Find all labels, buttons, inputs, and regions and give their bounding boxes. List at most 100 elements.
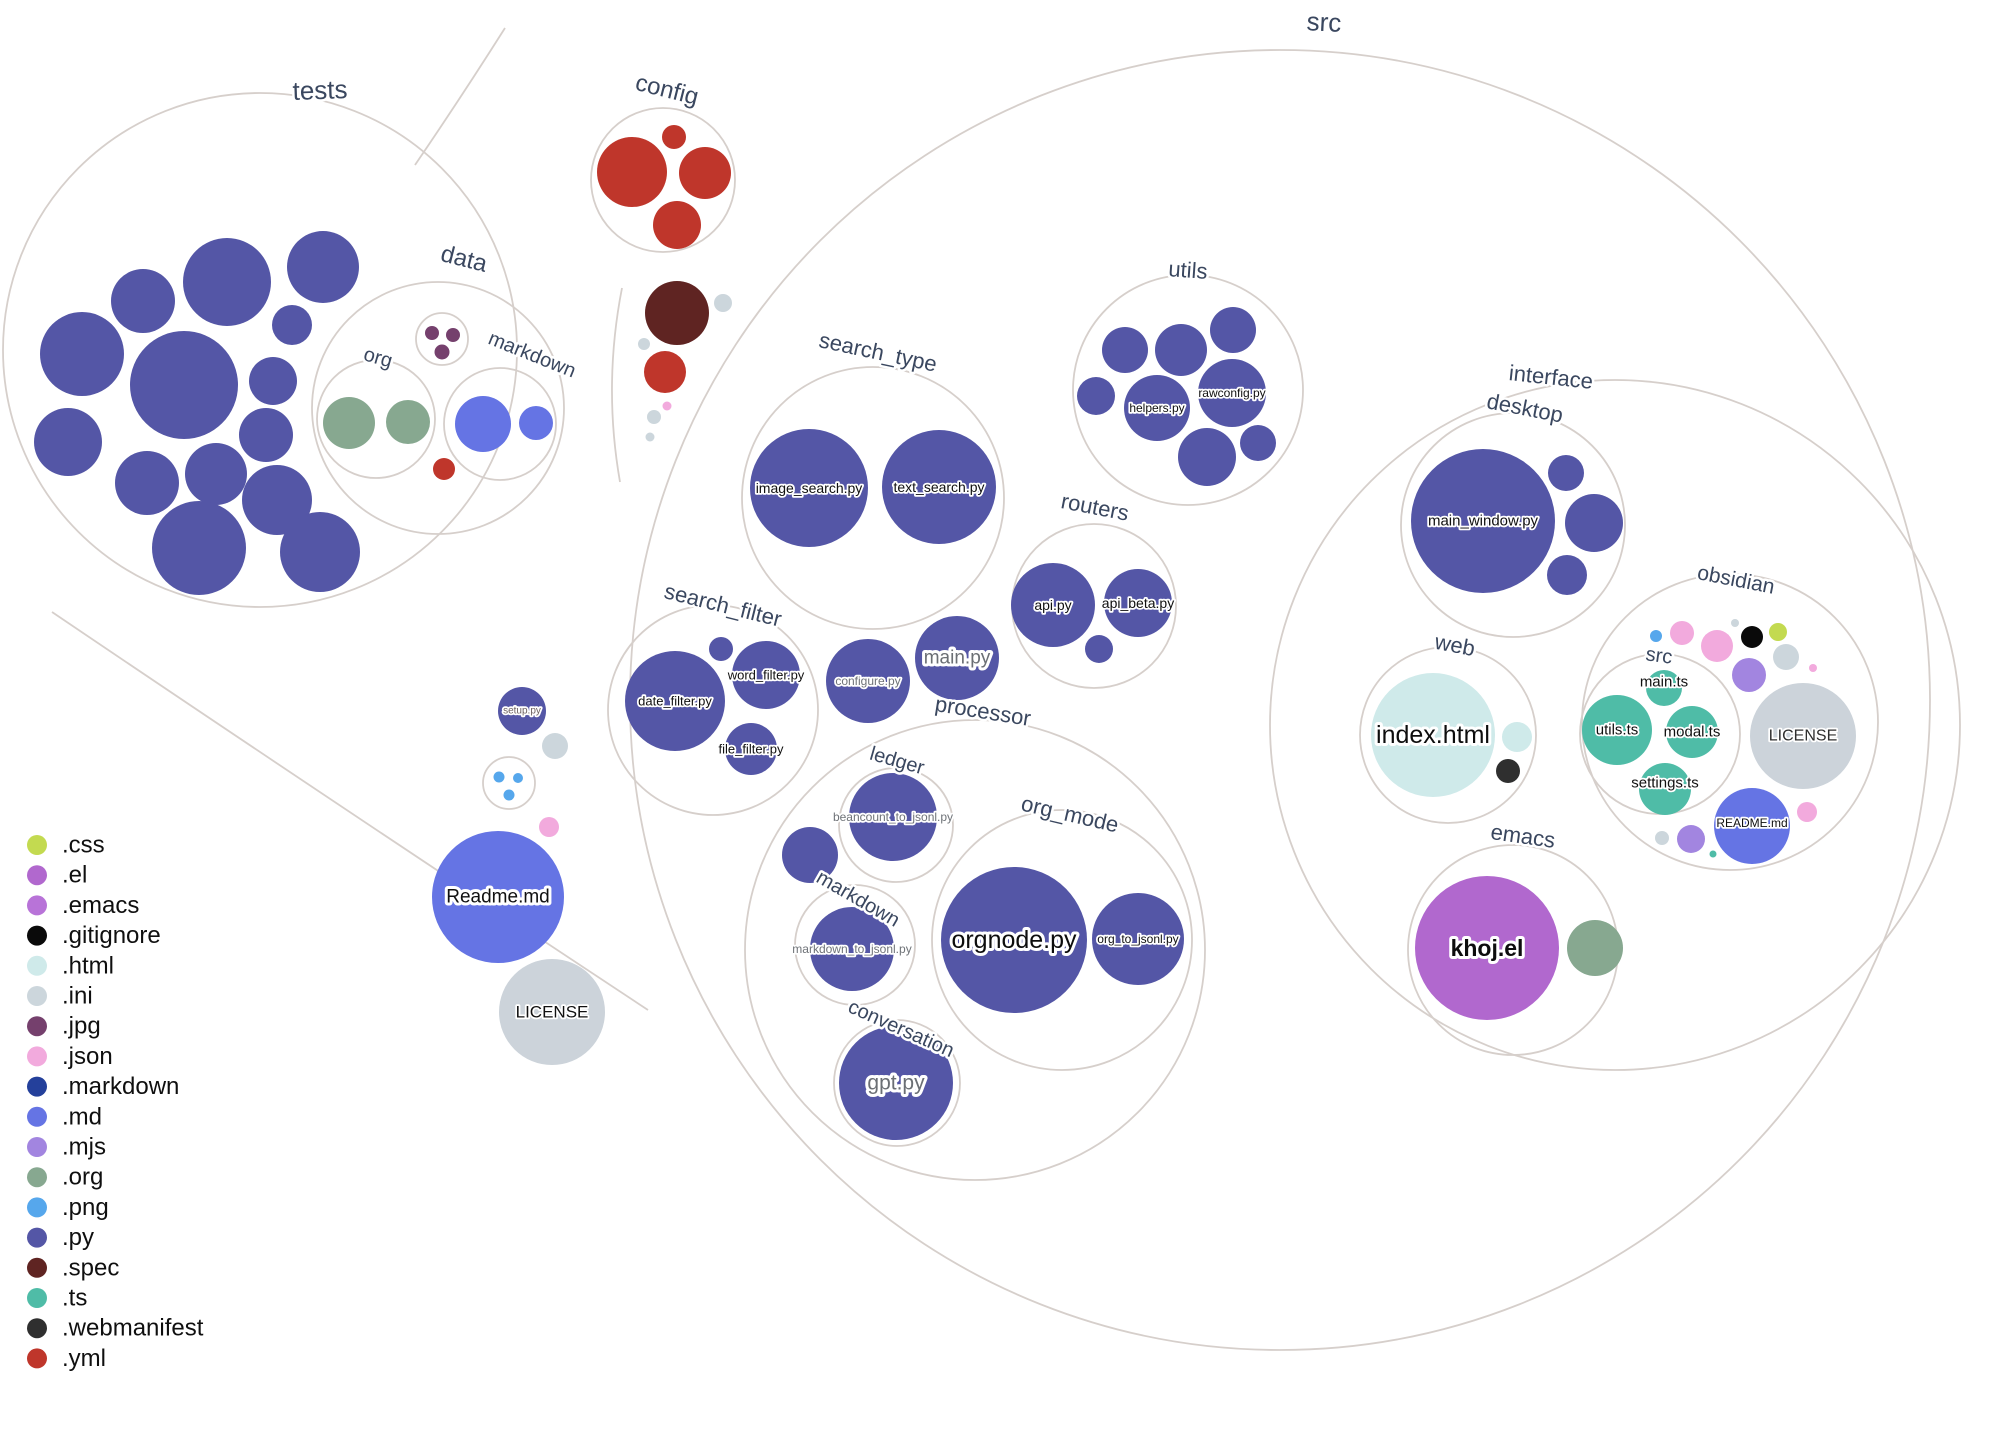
file-circle-rawconfig-py[interactable] <box>1198 359 1266 427</box>
file-circle-py-6[interactable] <box>249 357 297 405</box>
file-circle-spec-26[interactable] <box>645 281 709 345</box>
file-circle-py-58[interactable] <box>1178 428 1236 486</box>
folder-circle-obsidian[interactable] <box>1581 573 1879 871</box>
file-circle-py-51[interactable] <box>1085 635 1113 663</box>
folder-circle-utils[interactable] <box>1072 274 1304 506</box>
file-circle-json-91[interactable] <box>1797 802 1817 822</box>
file-circle-html-71[interactable] <box>1502 722 1532 752</box>
file-circle-ini-27[interactable] <box>714 294 732 312</box>
folder-circle-data-org[interactable] <box>316 359 436 479</box>
file-circle-setup-py[interactable] <box>498 687 546 735</box>
file-circle-py-5[interactable] <box>130 331 238 439</box>
file-circle-ini-76[interactable] <box>1731 619 1739 627</box>
file-circle-py-52[interactable] <box>1102 327 1148 373</box>
file-circle-png-36[interactable] <box>513 773 523 783</box>
file-circle-jpg-18[interactable] <box>425 326 439 340</box>
file-circle-ini-28[interactable] <box>638 338 650 350</box>
file-circle-png-73[interactable] <box>1650 630 1662 642</box>
folder-circle-processor[interactable] <box>744 719 1206 1181</box>
folder-circle-search_filter[interactable] <box>607 604 819 816</box>
folder-circle-png-group[interactable] <box>482 756 536 810</box>
folder-circle-ledger[interactable] <box>838 767 954 883</box>
file-circle-py-53[interactable] <box>1155 324 1207 376</box>
file-circle-py-7[interactable] <box>239 408 293 462</box>
file-circle-api-py[interactable] <box>1011 563 1095 647</box>
file-circle-py-55[interactable] <box>1077 377 1115 415</box>
file-circle-helpers-py[interactable] <box>1124 375 1190 441</box>
file-circle-py-11[interactable] <box>242 465 312 535</box>
file-circle-ini-32[interactable] <box>645 432 655 442</box>
folder-circle-conversation[interactable] <box>833 1019 961 1147</box>
file-circle-utils-ts[interactable] <box>1582 695 1652 765</box>
file-circle-py-67[interactable] <box>1548 455 1584 491</box>
file-circle-py-0[interactable] <box>183 238 271 326</box>
file-circle-py-4[interactable] <box>40 312 124 396</box>
file-circle-py-2[interactable] <box>111 269 175 333</box>
file-circle-py-54[interactable] <box>1210 307 1256 353</box>
file-circle-ini-34[interactable] <box>542 733 568 759</box>
file-circle-license[interactable] <box>499 959 605 1065</box>
file-circle-api-beta-py[interactable] <box>1104 569 1172 637</box>
file-circle-configure-py[interactable] <box>826 639 910 723</box>
file-circle-org-21[interactable] <box>323 397 375 449</box>
folder-circle-src[interactable] <box>629 49 1931 1351</box>
file-circle-ini-79[interactable] <box>1773 644 1799 670</box>
file-circle-ts-90[interactable] <box>1709 850 1717 858</box>
file-circle-py-1[interactable] <box>287 231 359 303</box>
file-circle-py-8[interactable] <box>34 408 102 476</box>
file-circle-py-45[interactable] <box>709 637 733 661</box>
folder-circle-desktop[interactable] <box>1400 412 1626 638</box>
file-circle-khoj-el[interactable] <box>1415 876 1559 1020</box>
file-circle-py-9[interactable] <box>115 451 179 515</box>
folder-circle-org_mode[interactable] <box>931 809 1193 1071</box>
file-circle-file-filter-py[interactable] <box>725 723 777 775</box>
file-circle-png-35[interactable] <box>493 771 505 783</box>
file-circle-py-3[interactable] <box>272 305 312 345</box>
file-circle-py-69[interactable] <box>1547 555 1587 595</box>
folder-circle-data[interactable] <box>311 281 565 535</box>
file-circle-webmanifest-72[interactable] <box>1496 759 1520 783</box>
file-circle-py-68[interactable] <box>1565 494 1623 552</box>
file-circle-gitignore-77[interactable] <box>1741 626 1763 648</box>
folder-circle-config[interactable] <box>590 107 736 253</box>
file-circle-modal-ts[interactable] <box>1666 706 1718 758</box>
folder-circle-proc-markdown[interactable] <box>794 884 916 1006</box>
file-circle-gpt-py[interactable] <box>839 1026 953 1140</box>
folder-circle-data-jpg-group[interactable] <box>415 312 469 366</box>
file-circle-settings-ts[interactable] <box>1639 763 1691 815</box>
file-circle-license[interactable] <box>1750 683 1856 789</box>
file-circle-py-60[interactable] <box>782 827 838 883</box>
file-circle-jpg-19[interactable] <box>446 328 460 342</box>
file-circle-json-30[interactable] <box>662 401 672 411</box>
file-circle-word-filter-py[interactable] <box>732 641 800 709</box>
file-circle-org-22[interactable] <box>386 400 430 444</box>
file-circle-org-93[interactable] <box>1567 920 1623 976</box>
file-circle-yml-14[interactable] <box>597 137 667 207</box>
file-circle-json-75[interactable] <box>1701 630 1733 662</box>
file-circle-yml-25[interactable] <box>433 458 455 480</box>
file-circle-main-window-py[interactable] <box>1411 449 1555 593</box>
folder-circle-search_type[interactable] <box>741 366 1005 630</box>
file-circle-yml-16[interactable] <box>679 147 731 199</box>
file-circle-orgnode-py[interactable] <box>941 867 1087 1013</box>
file-circle-json-38[interactable] <box>539 817 559 837</box>
file-circle-index-html[interactable] <box>1371 673 1495 797</box>
file-circle-main-py[interactable] <box>915 616 999 700</box>
file-circle-main-ts[interactable] <box>1646 670 1682 706</box>
file-circle-ini-88[interactable] <box>1655 831 1669 845</box>
file-circle-py-10[interactable] <box>185 443 247 505</box>
file-circle-css-78[interactable] <box>1769 623 1787 641</box>
file-circle-readme-md[interactable] <box>432 831 564 963</box>
file-circle-org-to-jsonl-py[interactable] <box>1092 893 1184 985</box>
file-circle-ini-31[interactable] <box>647 410 661 424</box>
file-circle-json-81[interactable] <box>1809 664 1817 672</box>
folder-circle-tests[interactable] <box>2 92 518 608</box>
file-circle-text-search-py[interactable] <box>882 430 996 544</box>
file-circle-py-12[interactable] <box>152 501 246 595</box>
folder-circle-data-markdown[interactable] <box>443 367 557 481</box>
file-circle-jpg-20[interactable] <box>434 344 450 360</box>
file-circle-png-37[interactable] <box>503 789 515 801</box>
file-circle-yml-15[interactable] <box>662 125 686 149</box>
file-circle-date-filter-py[interactable] <box>625 651 725 751</box>
file-circle-readme-md[interactable] <box>1714 788 1790 864</box>
